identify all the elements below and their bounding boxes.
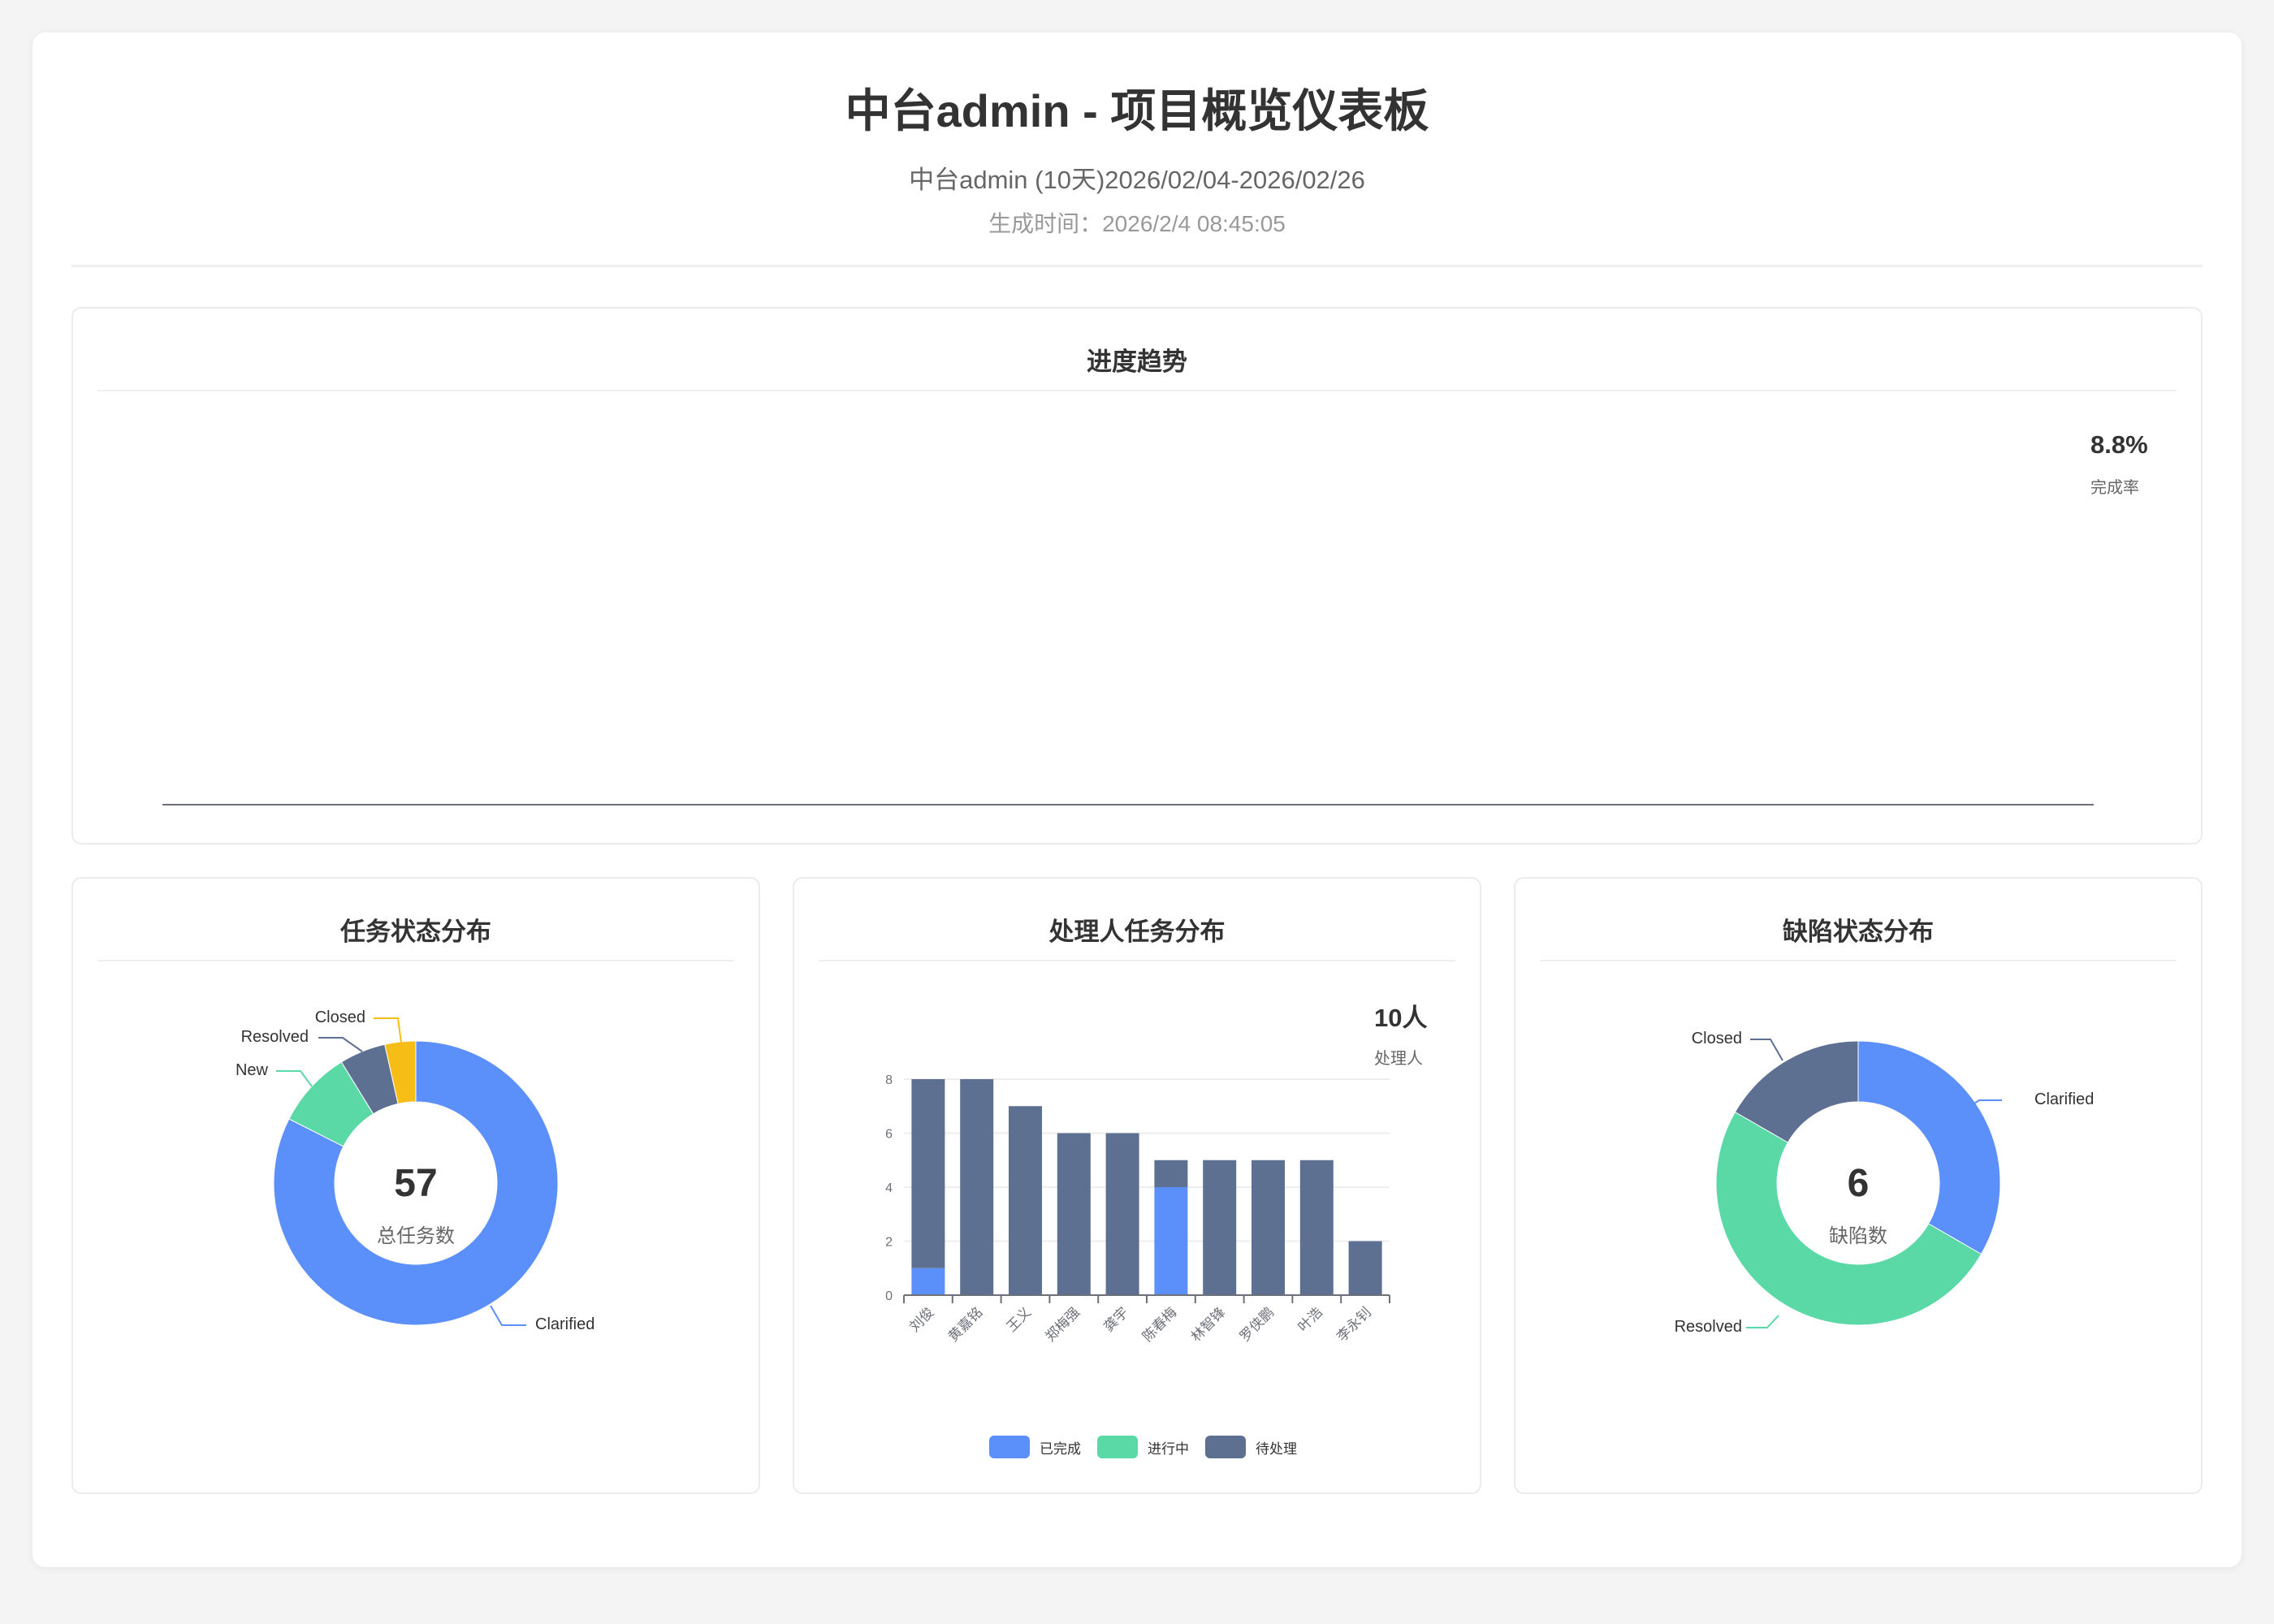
pie-center-value: 6 <box>1848 1162 1870 1205</box>
bar-待处理 <box>1057 1133 1091 1295</box>
pie-slice-clarified <box>273 1040 559 1326</box>
x-tick-label: 龚宇 <box>1100 1304 1131 1334</box>
pie-label-resolved: Resolved <box>241 1028 309 1046</box>
x-tick-label: 黄嘉铭 <box>945 1304 985 1344</box>
assignee-task-title: 处理人任务分布 <box>1048 918 1226 946</box>
y-tick-label: 0 <box>885 1289 893 1303</box>
pie-label-closed: Closed <box>1692 1030 1742 1047</box>
header-divider <box>71 265 2203 267</box>
legend-swatch <box>1205 1436 1246 1458</box>
pie-label-clarified: Clarified <box>535 1315 594 1333</box>
legend-label: 已完成 <box>1040 1440 1081 1457</box>
legend-swatch <box>989 1436 1030 1458</box>
bar-待处理 <box>1009 1106 1042 1295</box>
pie-slice-clarified <box>1857 1040 2001 1255</box>
progress-trend-title: 进度趋势 <box>1087 348 1187 376</box>
bar-待处理 <box>1203 1160 1237 1295</box>
legend-label: 进行中 <box>1148 1440 1189 1457</box>
progress-x-axis <box>162 804 2094 806</box>
completion-rate-stat: 8.8% 完成率 <box>2090 430 2148 498</box>
x-tick-label: 陈春梅 <box>1139 1304 1179 1344</box>
task-status-title: 任务状态分布 <box>340 918 491 946</box>
label-leader-line <box>1960 1099 2002 1113</box>
label-leader-line <box>490 1305 526 1326</box>
y-tick-label: 6 <box>885 1128 893 1142</box>
pie-center-label: 总任务数 <box>377 1225 455 1247</box>
bar-已完成 <box>1154 1187 1188 1295</box>
x-tick-label: 叶浩 <box>1295 1304 1325 1334</box>
defect-status-title: 缺陷状态分布 <box>1783 918 1934 946</box>
project-subtitle: 中台admin (10天)2026/02/04-2026/02/26 <box>909 166 1365 194</box>
label-leader-line <box>318 1037 363 1052</box>
x-tick-label: 林智锋 <box>1188 1304 1228 1344</box>
bar-待处理 <box>1252 1160 1285 1295</box>
assignee-count-label: 处理人 <box>1374 1050 1423 1068</box>
legend-label: 待处理 <box>1256 1440 1297 1457</box>
assignee-task-card: 处理人任务分布 <box>793 877 1481 1494</box>
generated-time: 生成时间：2026/2/4 08:45:05 <box>988 211 1286 236</box>
bar-待处理 <box>1105 1133 1139 1295</box>
card-divider <box>97 390 2177 391</box>
card-divider <box>1540 960 2177 961</box>
label-leader-line <box>276 1070 313 1087</box>
bar-待处理 <box>1348 1241 1382 1295</box>
y-tick-label: 4 <box>885 1181 893 1195</box>
card-divider <box>97 960 734 961</box>
legend-item-in-progress[interactable]: 进行中 <box>1097 1436 1189 1458</box>
label-leader-line <box>1746 1315 1779 1328</box>
assignee-count-value: 10人 <box>1374 1004 1428 1032</box>
label-leader-line <box>1750 1039 1783 1061</box>
y-tick-label: 8 <box>885 1073 893 1087</box>
x-tick-label: 李永钊 <box>1334 1304 1373 1344</box>
legend-item-pending[interactable]: 待处理 <box>1205 1436 1297 1458</box>
pie-slice-closed <box>1734 1040 1859 1143</box>
pie-center-value: 57 <box>394 1162 437 1205</box>
pie-label-clarified: Clarified <box>2034 1091 2094 1108</box>
pie-label-new: New <box>236 1061 269 1079</box>
pie-label-resolved: Resolved <box>1675 1318 1742 1336</box>
bar-待处理 <box>1154 1160 1188 1187</box>
pie-slice-resolved <box>1716 1112 1982 1325</box>
bar-待处理 <box>960 1079 994 1295</box>
assignee-count-stat: 10人 处理人 <box>1374 997 1427 1069</box>
legend-item-completed[interactable]: 已完成 <box>989 1436 1081 1458</box>
defect-status-card: 缺陷状态分布 <box>1514 877 2203 1494</box>
x-tick-label: 王义 <box>1004 1304 1034 1334</box>
pie-slice-closed <box>384 1040 417 1105</box>
page-title: 中台admin - 项目概览仪表板 <box>845 85 1429 136</box>
x-tick-label: 罗侠鹏 <box>1237 1304 1277 1344</box>
bar-已完成 <box>911 1268 945 1295</box>
card-divider <box>819 960 1455 961</box>
label-leader-line <box>374 1017 402 1043</box>
pie-center-label: 缺陷数 <box>1829 1225 1887 1247</box>
progress-trend-card: 进度趋势 8.8% 完成率 <box>71 307 2203 844</box>
bar-legend: 已完成 进行中 待处理 <box>989 1436 1297 1458</box>
x-tick-label: 刘俊 <box>906 1304 936 1334</box>
pie-label-closed: Closed <box>315 1009 365 1026</box>
bar-待处理 <box>1299 1160 1334 1295</box>
task-status-card: 任务状态分布 <box>71 877 760 1494</box>
x-tick-label: 郑梅强 <box>1043 1304 1083 1344</box>
bar-待处理 <box>911 1079 945 1268</box>
completion-rate-label: 完成率 <box>2090 479 2139 497</box>
y-tick-label: 2 <box>885 1236 893 1250</box>
legend-swatch <box>1097 1436 1138 1458</box>
completion-rate-value: 8.8% <box>2090 430 2148 459</box>
